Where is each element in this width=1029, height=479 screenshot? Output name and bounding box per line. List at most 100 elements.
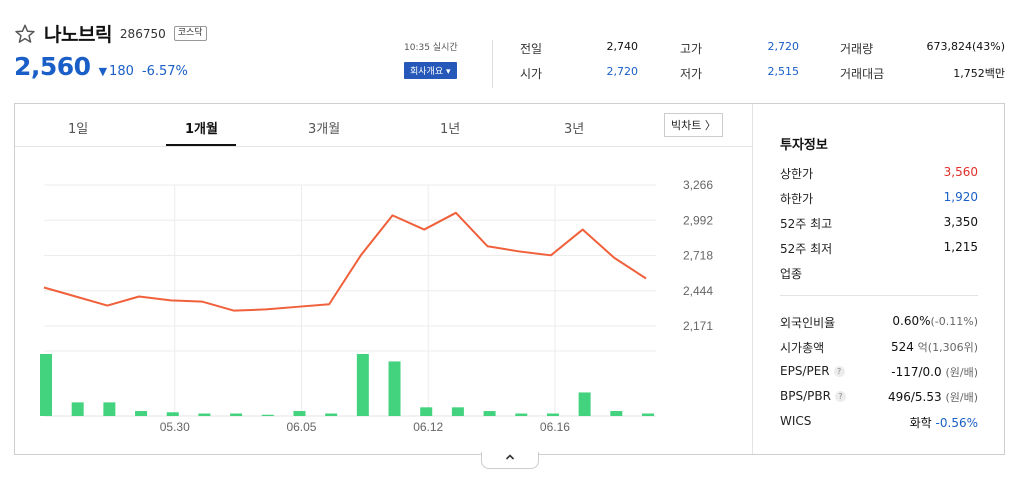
volume-bar: [103, 402, 116, 416]
stock-code: 286750: [119, 26, 166, 41]
bps-pbr-text: BPS/PBR: [780, 389, 831, 403]
eps-per-label: EPS/PER?: [780, 364, 845, 378]
down-arrow-icon: ▼: [98, 65, 108, 78]
invest-divider: [780, 295, 978, 296]
header-divider: [492, 40, 493, 88]
amount-value: 1,752백만: [953, 67, 1005, 80]
open-label: 시가: [520, 67, 543, 81]
market-cap: 524: [890, 340, 914, 354]
open-value: 2,720: [606, 65, 639, 78]
realtime-label: 10:35 실시간: [404, 43, 458, 53]
market-cap-unit: 억(1,306위): [917, 341, 978, 354]
bps-pbr-value: 496/5.53 (원/배): [875, 389, 978, 405]
y-tick-label: 2,444: [683, 284, 713, 298]
volume-bar: [166, 412, 179, 416]
low52-value: 1,215: [943, 240, 978, 254]
tab-3month[interactable]: 3개월: [308, 122, 341, 137]
high52-label: 52주 최고: [780, 217, 833, 231]
volume-bar: [198, 413, 211, 416]
volume-bar: [420, 407, 433, 416]
big-chart-button[interactable]: 빅차트 〉: [664, 113, 723, 137]
x-tick-label: 06.16: [540, 420, 570, 434]
volume-bar: [451, 407, 464, 416]
period-tabs: 1일 1개월 3개월 1년 3년 빅차트 〉: [15, 104, 752, 147]
low52-label: 52주 최저: [780, 242, 833, 256]
foreign-ratio: 0.60%: [892, 314, 931, 328]
upper-limit-label: 상한가: [780, 167, 814, 181]
volume-bar: [388, 361, 401, 416]
volume-bar: [261, 414, 274, 416]
y-tick-label: 2,171: [683, 319, 713, 333]
volume-bar: [71, 402, 84, 416]
active-tab-indicator: [166, 144, 236, 146]
volume-bar: [515, 413, 528, 416]
foreign-ratio-label: 외국인비율: [780, 316, 836, 330]
price-change-percent: -6.57%: [141, 64, 188, 79]
volume-bar: [610, 411, 623, 416]
prev-close-value: 2,740: [606, 40, 639, 53]
x-tick-label: 06.12: [413, 420, 443, 434]
collapse-button[interactable]: [481, 452, 539, 469]
y-tick-label: 3,266: [683, 178, 713, 192]
bps-pbr: 496/5.53: [887, 390, 942, 404]
foreign-ratio-value: 0.60%(-0.11%): [875, 314, 978, 328]
stock-name: 나노브릭: [44, 24, 112, 46]
high-value: 2,720: [767, 40, 800, 53]
price-row: 2,560 ▼ 180 -6.57%: [14, 52, 188, 81]
volume-bar: [546, 413, 559, 416]
help-icon[interactable]: ?: [833, 366, 845, 377]
wics-change: -0.56%: [935, 416, 978, 430]
wics-label: WICS: [780, 414, 812, 428]
price-chart: 3,266 2,992 2,718 2,444 2,171 05.30 06.05 06.12…: [40, 178, 713, 434]
x-tick-label: 05.30: [160, 420, 190, 434]
y-tick-label: 2,992: [683, 213, 713, 227]
foreign-ratio-change: (-0.11%): [930, 315, 979, 328]
tab-1day[interactable]: 1일: [68, 122, 89, 137]
volume-label: 거래량: [840, 42, 874, 56]
panel-divider: [752, 104, 753, 454]
eps-per-value: -117/0.0 (원/배): [875, 364, 978, 380]
x-tick-label: 06.05: [286, 420, 316, 434]
volume-bar: [356, 354, 369, 416]
volume-value: 673,824(43%): [926, 40, 1005, 53]
volume-bar: [230, 413, 243, 416]
y-tick-label: 2,718: [683, 249, 713, 263]
amount-label: 거래대금: [840, 67, 885, 81]
volume-bar: [40, 354, 52, 416]
current-price: 2,560: [14, 52, 91, 81]
tab-3year[interactable]: 3년: [564, 122, 585, 137]
market-cap-value: 524 억(1,306위): [875, 339, 978, 355]
help-icon[interactable]: ?: [834, 391, 846, 402]
eps-per-text: EPS/PER: [780, 364, 830, 378]
company-overview-button[interactable]: 회사개요 ▾: [404, 62, 457, 79]
bps-pbr-unit: (원/배): [945, 391, 978, 404]
low-label: 저가: [680, 67, 703, 81]
lower-limit-value: 1,920: [943, 190, 978, 204]
price-line: [43, 211, 647, 312]
prev-close-label: 전일: [520, 42, 543, 56]
low-value: 2,515: [767, 65, 800, 78]
high52-value: 3,350: [943, 215, 978, 229]
volume-bar: [483, 411, 496, 416]
chevron-up-icon: [505, 454, 515, 460]
stock-title-row: 나노브릭 286750 코스닥: [14, 20, 207, 47]
wics-sector: 화학: [909, 416, 932, 430]
chart-panel: 1일 1개월 3개월 1년 3년 빅차트 〉 3,266 2,992 2,718 2,…: [14, 103, 1005, 455]
wics-value: 화학 -0.56%: [875, 414, 978, 431]
tab-1year[interactable]: 1년: [440, 122, 461, 137]
price-change-value: 180: [109, 64, 134, 79]
price-change: ▼ 180: [99, 64, 134, 79]
tab-1month[interactable]: 1개월: [185, 122, 218, 137]
upper-limit-value: 3,560: [943, 165, 978, 179]
eps-per: -117/0.0: [891, 365, 942, 379]
market-badge: 코스닥: [173, 26, 207, 41]
volume-bar: [325, 413, 338, 416]
market-cap-label: 시가총액: [780, 341, 825, 355]
lower-limit-label: 하한가: [780, 192, 814, 206]
volume-bar: [578, 392, 591, 416]
volume-bar: [642, 413, 654, 416]
invest-info-title: 투자정보: [780, 138, 828, 153]
volume-bar: [293, 411, 306, 416]
favorite-star-icon[interactable]: [14, 23, 36, 45]
sector-label: 업종: [780, 267, 803, 281]
